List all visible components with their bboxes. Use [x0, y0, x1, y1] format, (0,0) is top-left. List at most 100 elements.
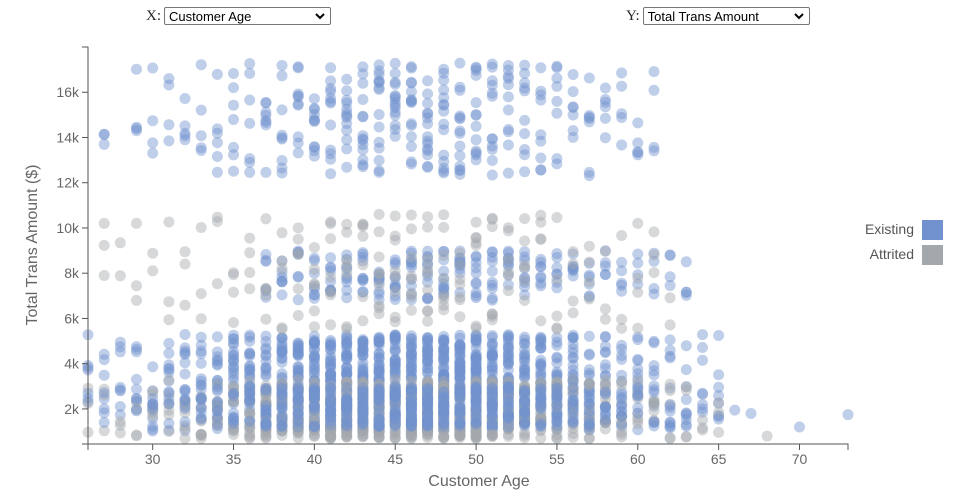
- data-point: [260, 411, 272, 423]
- data-point: [325, 412, 337, 424]
- data-point: [486, 389, 498, 401]
- data-point: [147, 401, 159, 413]
- data-point: [357, 368, 369, 380]
- data-point: [131, 395, 142, 407]
- data-point: [357, 248, 369, 260]
- data-point: [308, 420, 320, 432]
- data-point: [292, 412, 304, 424]
- data-point: [131, 294, 142, 306]
- data-point: [308, 385, 320, 397]
- data-point: [341, 414, 353, 426]
- data-point: [260, 166, 272, 178]
- data-point: [616, 428, 628, 440]
- data-point: [599, 313, 611, 325]
- data-point: [680, 340, 692, 352]
- data-point: [341, 378, 353, 390]
- data-point: [438, 249, 450, 261]
- data-point: [325, 285, 337, 297]
- data-point: [276, 379, 288, 390]
- data-point: [163, 347, 175, 359]
- data-point: [551, 322, 563, 334]
- data-point: [745, 408, 757, 419]
- data-point: [228, 396, 239, 407]
- data-point: [244, 360, 256, 372]
- data-point: [357, 413, 369, 425]
- data-point: [292, 401, 304, 413]
- data-point: [648, 145, 660, 157]
- data-point: [325, 394, 337, 406]
- data-point: [486, 79, 498, 91]
- data-point: [308, 242, 320, 253]
- data-point: [422, 161, 434, 173]
- data-point: [276, 419, 288, 431]
- data-point: [244, 380, 256, 392]
- data-point: [292, 348, 304, 359]
- data-point: [260, 425, 272, 437]
- data-point: [163, 393, 175, 405]
- data-point: [179, 299, 191, 311]
- data-point: [292, 98, 304, 110]
- data-point: [308, 358, 320, 370]
- data-point: [357, 408, 369, 420]
- data-point: [341, 413, 353, 424]
- data-point: [179, 384, 191, 396]
- y-variable-dropdown[interactable]: Total Trans Amount: [642, 7, 810, 25]
- data-point: [373, 394, 385, 406]
- data-point: [260, 410, 272, 422]
- data-point: [244, 166, 256, 178]
- y-tick-label: 4k: [64, 356, 80, 372]
- data-point: [244, 422, 256, 434]
- data-point: [228, 384, 239, 396]
- data-point: [325, 420, 337, 432]
- data-point: [357, 376, 369, 388]
- data-point: [195, 383, 207, 395]
- data-point: [195, 414, 207, 426]
- data-point: [244, 94, 256, 106]
- data-point: [567, 258, 579, 270]
- data-point: [179, 348, 191, 360]
- data-point: [341, 124, 353, 136]
- data-point: [373, 394, 385, 406]
- data-point: [292, 137, 304, 149]
- data-point: [599, 414, 611, 425]
- data-point: [292, 413, 304, 425]
- data-point: [325, 144, 337, 156]
- data-point: [114, 336, 126, 348]
- data-point: [373, 418, 385, 430]
- data-point: [308, 289, 320, 301]
- data-point: [292, 339, 304, 351]
- data-point: [292, 387, 304, 399]
- data-point: [648, 66, 660, 78]
- data-point: [308, 389, 320, 401]
- data-point: [325, 148, 337, 160]
- data-point: [308, 410, 320, 422]
- data-point: [292, 420, 304, 432]
- data-point: [276, 429, 288, 441]
- x-variable-dropdown[interactable]: Customer Age: [164, 7, 331, 25]
- data-point: [131, 393, 142, 404]
- data-point: [357, 428, 369, 440]
- data-point: [179, 93, 191, 104]
- data-point: [616, 353, 628, 365]
- data-point: [438, 221, 450, 233]
- data-point: [454, 110, 466, 122]
- data-point: [373, 333, 385, 345]
- data-point: [357, 154, 369, 166]
- data-point: [292, 424, 304, 436]
- data-point: [373, 384, 385, 396]
- data-point: [616, 389, 628, 401]
- data-point: [389, 391, 401, 403]
- data-point: [147, 388, 159, 400]
- data-point: [389, 271, 401, 283]
- data-point: [260, 408, 272, 420]
- data-point: [470, 216, 482, 228]
- data-point: [292, 310, 304, 321]
- data-point: [341, 343, 353, 355]
- data-point: [292, 367, 304, 379]
- data-point: [292, 415, 304, 427]
- data-point: [325, 368, 337, 380]
- data-point: [211, 358, 223, 370]
- data-point: [325, 75, 337, 87]
- data-point: [211, 383, 223, 395]
